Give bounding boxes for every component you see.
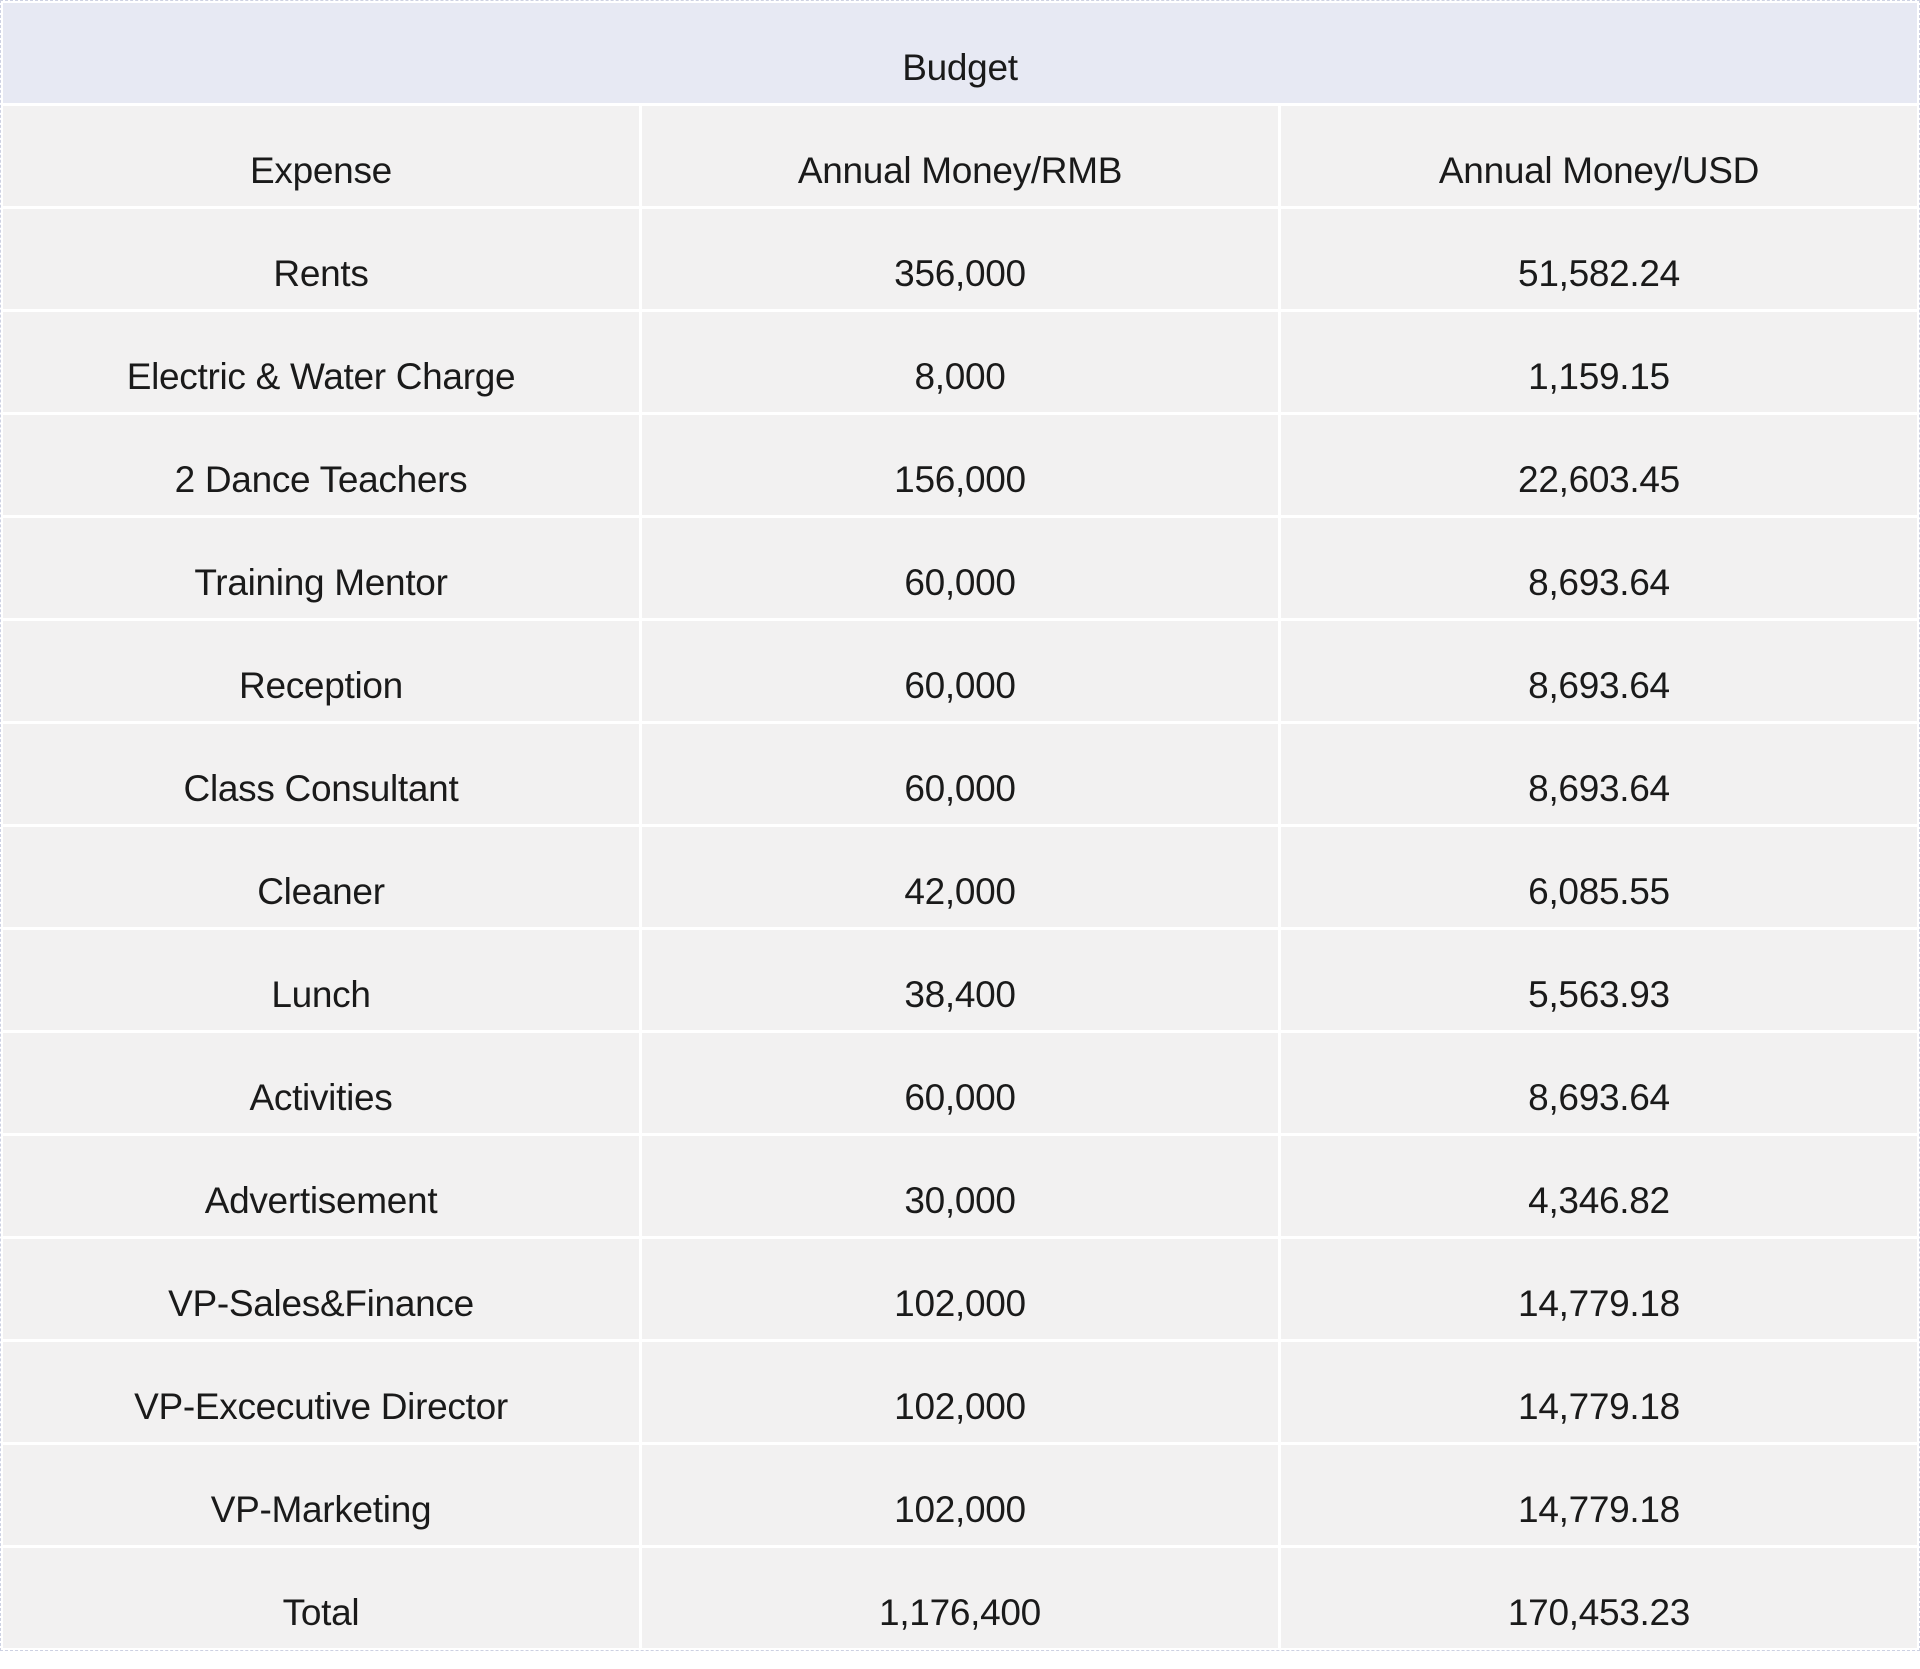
cell-usd: 1,159.15 (1281, 312, 1917, 412)
cell-expense: Activities (3, 1033, 639, 1133)
cell-rmb: 102,000 (642, 1239, 1278, 1339)
cell-usd: 22,603.45 (1281, 415, 1917, 515)
cell-expense: Electric & Water Charge (3, 312, 639, 412)
cell-rmb: 356,000 (642, 209, 1278, 309)
cell-rmb-total: 1,176,400 (642, 1548, 1278, 1648)
cell-rmb: 60,000 (642, 621, 1278, 721)
cell-rmb: 42,000 (642, 827, 1278, 927)
table-title: Budget (3, 3, 1917, 103)
cell-usd: 14,779.18 (1281, 1445, 1917, 1545)
cell-usd: 14,779.18 (1281, 1342, 1917, 1442)
cell-expense: Advertisement (3, 1136, 639, 1236)
cell-rmb: 60,000 (642, 518, 1278, 618)
budget-table: Budget Expense Annual Money/RMB Annual M… (3, 3, 1917, 1648)
cell-rmb: 60,000 (642, 1033, 1278, 1133)
cell-usd: 8,693.64 (1281, 518, 1917, 618)
cell-usd: 51,582.24 (1281, 209, 1917, 309)
cell-expense: 2 Dance Teachers (3, 415, 639, 515)
cell-expense: VP-Sales&Finance (3, 1239, 639, 1339)
cell-expense: Reception (3, 621, 639, 721)
cell-usd: 8,693.64 (1281, 724, 1917, 824)
cell-expense: VP-Excecutive Director (3, 1342, 639, 1442)
cell-rmb: 30,000 (642, 1136, 1278, 1236)
column-header-expense: Expense (3, 106, 639, 206)
cell-rmb: 60,000 (642, 724, 1278, 824)
column-header-usd: Annual Money/USD (1281, 106, 1917, 206)
cell-expense-total: Total (3, 1548, 639, 1648)
cell-expense: VP-Marketing (3, 1445, 639, 1545)
cell-rmb: 8,000 (642, 312, 1278, 412)
cell-rmb: 156,000 (642, 415, 1278, 515)
column-header-rmb: Annual Money/RMB (642, 106, 1278, 206)
cell-usd: 8,693.64 (1281, 1033, 1917, 1133)
cell-usd: 6,085.55 (1281, 827, 1917, 927)
cell-expense: Lunch (3, 930, 639, 1030)
cell-rmb: 102,000 (642, 1342, 1278, 1442)
cell-expense: Training Mentor (3, 518, 639, 618)
cell-usd: 5,563.93 (1281, 930, 1917, 1030)
cell-usd-total: 170,453.23 (1281, 1548, 1917, 1648)
cell-usd: 4,346.82 (1281, 1136, 1917, 1236)
cell-expense: Class Consultant (3, 724, 639, 824)
cell-rmb: 102,000 (642, 1445, 1278, 1545)
cell-expense: Cleaner (3, 827, 639, 927)
cell-usd: 14,779.18 (1281, 1239, 1917, 1339)
cell-expense: Rents (3, 209, 639, 309)
cell-usd: 8,693.64 (1281, 621, 1917, 721)
cell-rmb: 38,400 (642, 930, 1278, 1030)
